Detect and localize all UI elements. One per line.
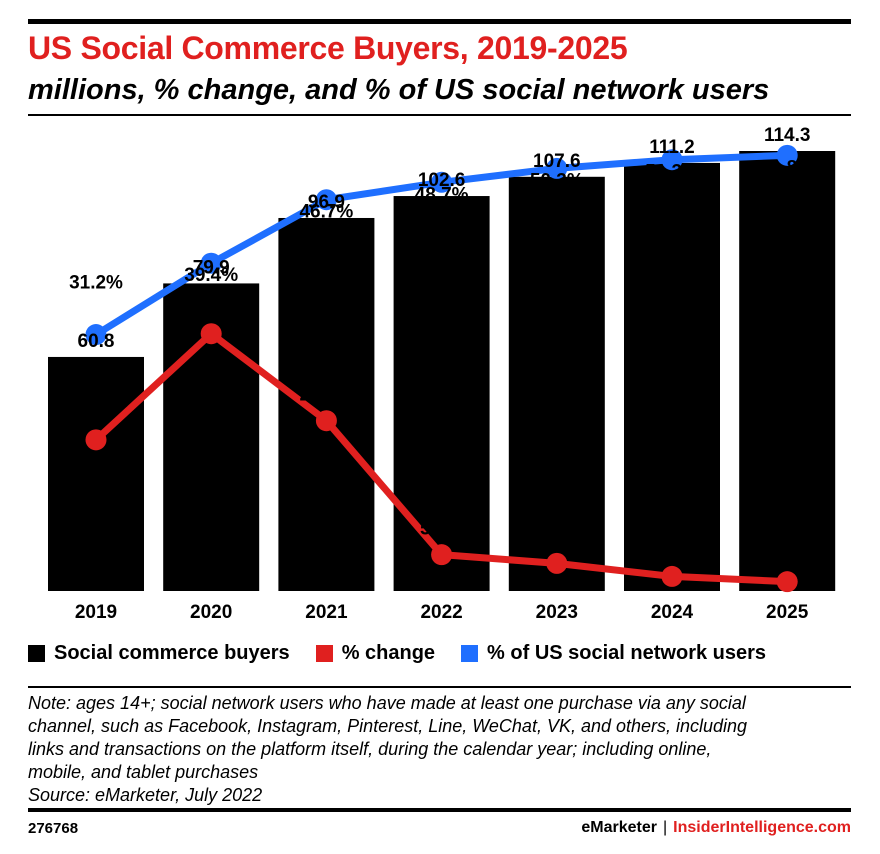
x-tick-label: 2025 [766, 602, 809, 623]
chart-title: US Social Commerce Buyers, 2019-2025 [28, 30, 628, 66]
bar-value-label: 111.2 [649, 137, 694, 158]
bar [393, 196, 490, 591]
share-value-label: 46.7% [299, 202, 353, 223]
bar [624, 162, 720, 591]
bar-value-label: 102.6 [418, 170, 466, 191]
share-value-label: 39.4% [184, 265, 238, 286]
bar [739, 151, 836, 591]
share-value-label: 31.2% [69, 273, 123, 294]
share-point [661, 149, 683, 171]
brand-separator: | [663, 819, 668, 836]
legend-label-share: % of US social network users [487, 642, 767, 664]
share-value-label: 48.7% [415, 184, 469, 205]
change-value-label: 3.4% [650, 540, 693, 561]
change-value-label: 5.9% [420, 519, 463, 540]
bar-value-label: 96.9 [308, 192, 345, 213]
legend-swatch-buyers [28, 645, 45, 662]
chart-legend: Social commerce buyers % change % of US … [28, 642, 792, 665]
share-point [200, 252, 222, 274]
chart-id: 276768 [28, 820, 79, 837]
bar-value-label: 60.8 [78, 331, 115, 352]
footer-brand: eMarketer | InsiderIntelligence.com [581, 819, 851, 837]
share-point [431, 171, 453, 193]
x-tick-label: 2022 [420, 602, 462, 623]
share-value-label: 51.8% [760, 157, 814, 178]
data-labels: 60.8 79.9 96.9 102.6 107.6 111.2 114.3 31.2% 39.… [69, 125, 814, 567]
change-value-label: 2.8% [766, 546, 809, 567]
chart-note: Note: ages 14+; social network users who… [28, 692, 858, 807]
note-line: channel, such as Facebook, Instagram, Pi… [28, 716, 748, 736]
bar-value-label: 79.9 [193, 257, 230, 278]
share-point [546, 157, 568, 179]
bar-series [48, 151, 836, 591]
share-value-label: 50.3% [530, 170, 584, 191]
change-point [546, 552, 568, 574]
bar-value-label: 114.3 [764, 125, 811, 146]
note-line: Note: ages 14+; social network users who… [28, 693, 746, 713]
legend-label-change: % change [341, 642, 436, 664]
change-value-label: 19.1% [69, 469, 123, 490]
note-line: mobile, and tablet purchases [28, 762, 259, 782]
x-axis-tick-labels: 2019 2020 2021 2022 2023 2024 2025 [75, 602, 809, 623]
change-value-label: 31.3% [184, 366, 238, 387]
brand-emarketer: eMarketer [581, 819, 658, 836]
legend-item-share: % of US social network users [461, 642, 766, 665]
share-point [315, 189, 337, 211]
change-value-label: 21.3% [299, 385, 353, 406]
footer-rule [28, 808, 851, 812]
bar [48, 356, 144, 591]
legend-label-buyers: Social commerce buyers [54, 642, 290, 664]
bar-value-label: 107.6 [533, 151, 581, 172]
header-rule [28, 114, 851, 116]
x-tick-label: 2019 [75, 602, 117, 623]
change-point [200, 323, 222, 345]
change-point [315, 410, 337, 432]
change-point [85, 429, 107, 451]
combo-chart: 60.8 79.9 96.9 102.6 107.6 111.2 114.3 31.2% 39.… [48, 125, 836, 623]
note-source: Source: eMarketer, July 2022 [28, 785, 263, 805]
bar [278, 217, 375, 591]
legend-swatch-share [461, 645, 479, 662]
share-point [776, 144, 798, 166]
legend-swatch-change [315, 645, 333, 662]
legend-item-change: % change [315, 642, 436, 665]
note-line: links and transactions on the platform i… [28, 739, 712, 759]
bar [508, 176, 605, 591]
chart-subtitle: millions, % change, and % of US social n… [28, 74, 770, 106]
x-tick-label: 2021 [305, 602, 348, 623]
top-rule [28, 19, 851, 24]
change-point [661, 565, 683, 587]
note-rule [28, 686, 851, 688]
change-point [776, 571, 798, 593]
x-tick-label: 2020 [190, 602, 232, 623]
brand-insider-intelligence: InsiderIntelligence.com [673, 819, 851, 836]
line-series [85, 144, 798, 593]
share-point [85, 324, 107, 346]
change-value-label: 4.9% [535, 527, 578, 548]
legend-item-buyers: Social commerce buyers [28, 642, 290, 665]
x-tick-label: 2024 [651, 602, 694, 623]
x-tick-label: 2023 [536, 602, 578, 623]
share-value-label: 51.3% [645, 162, 699, 183]
change-point [431, 544, 453, 566]
